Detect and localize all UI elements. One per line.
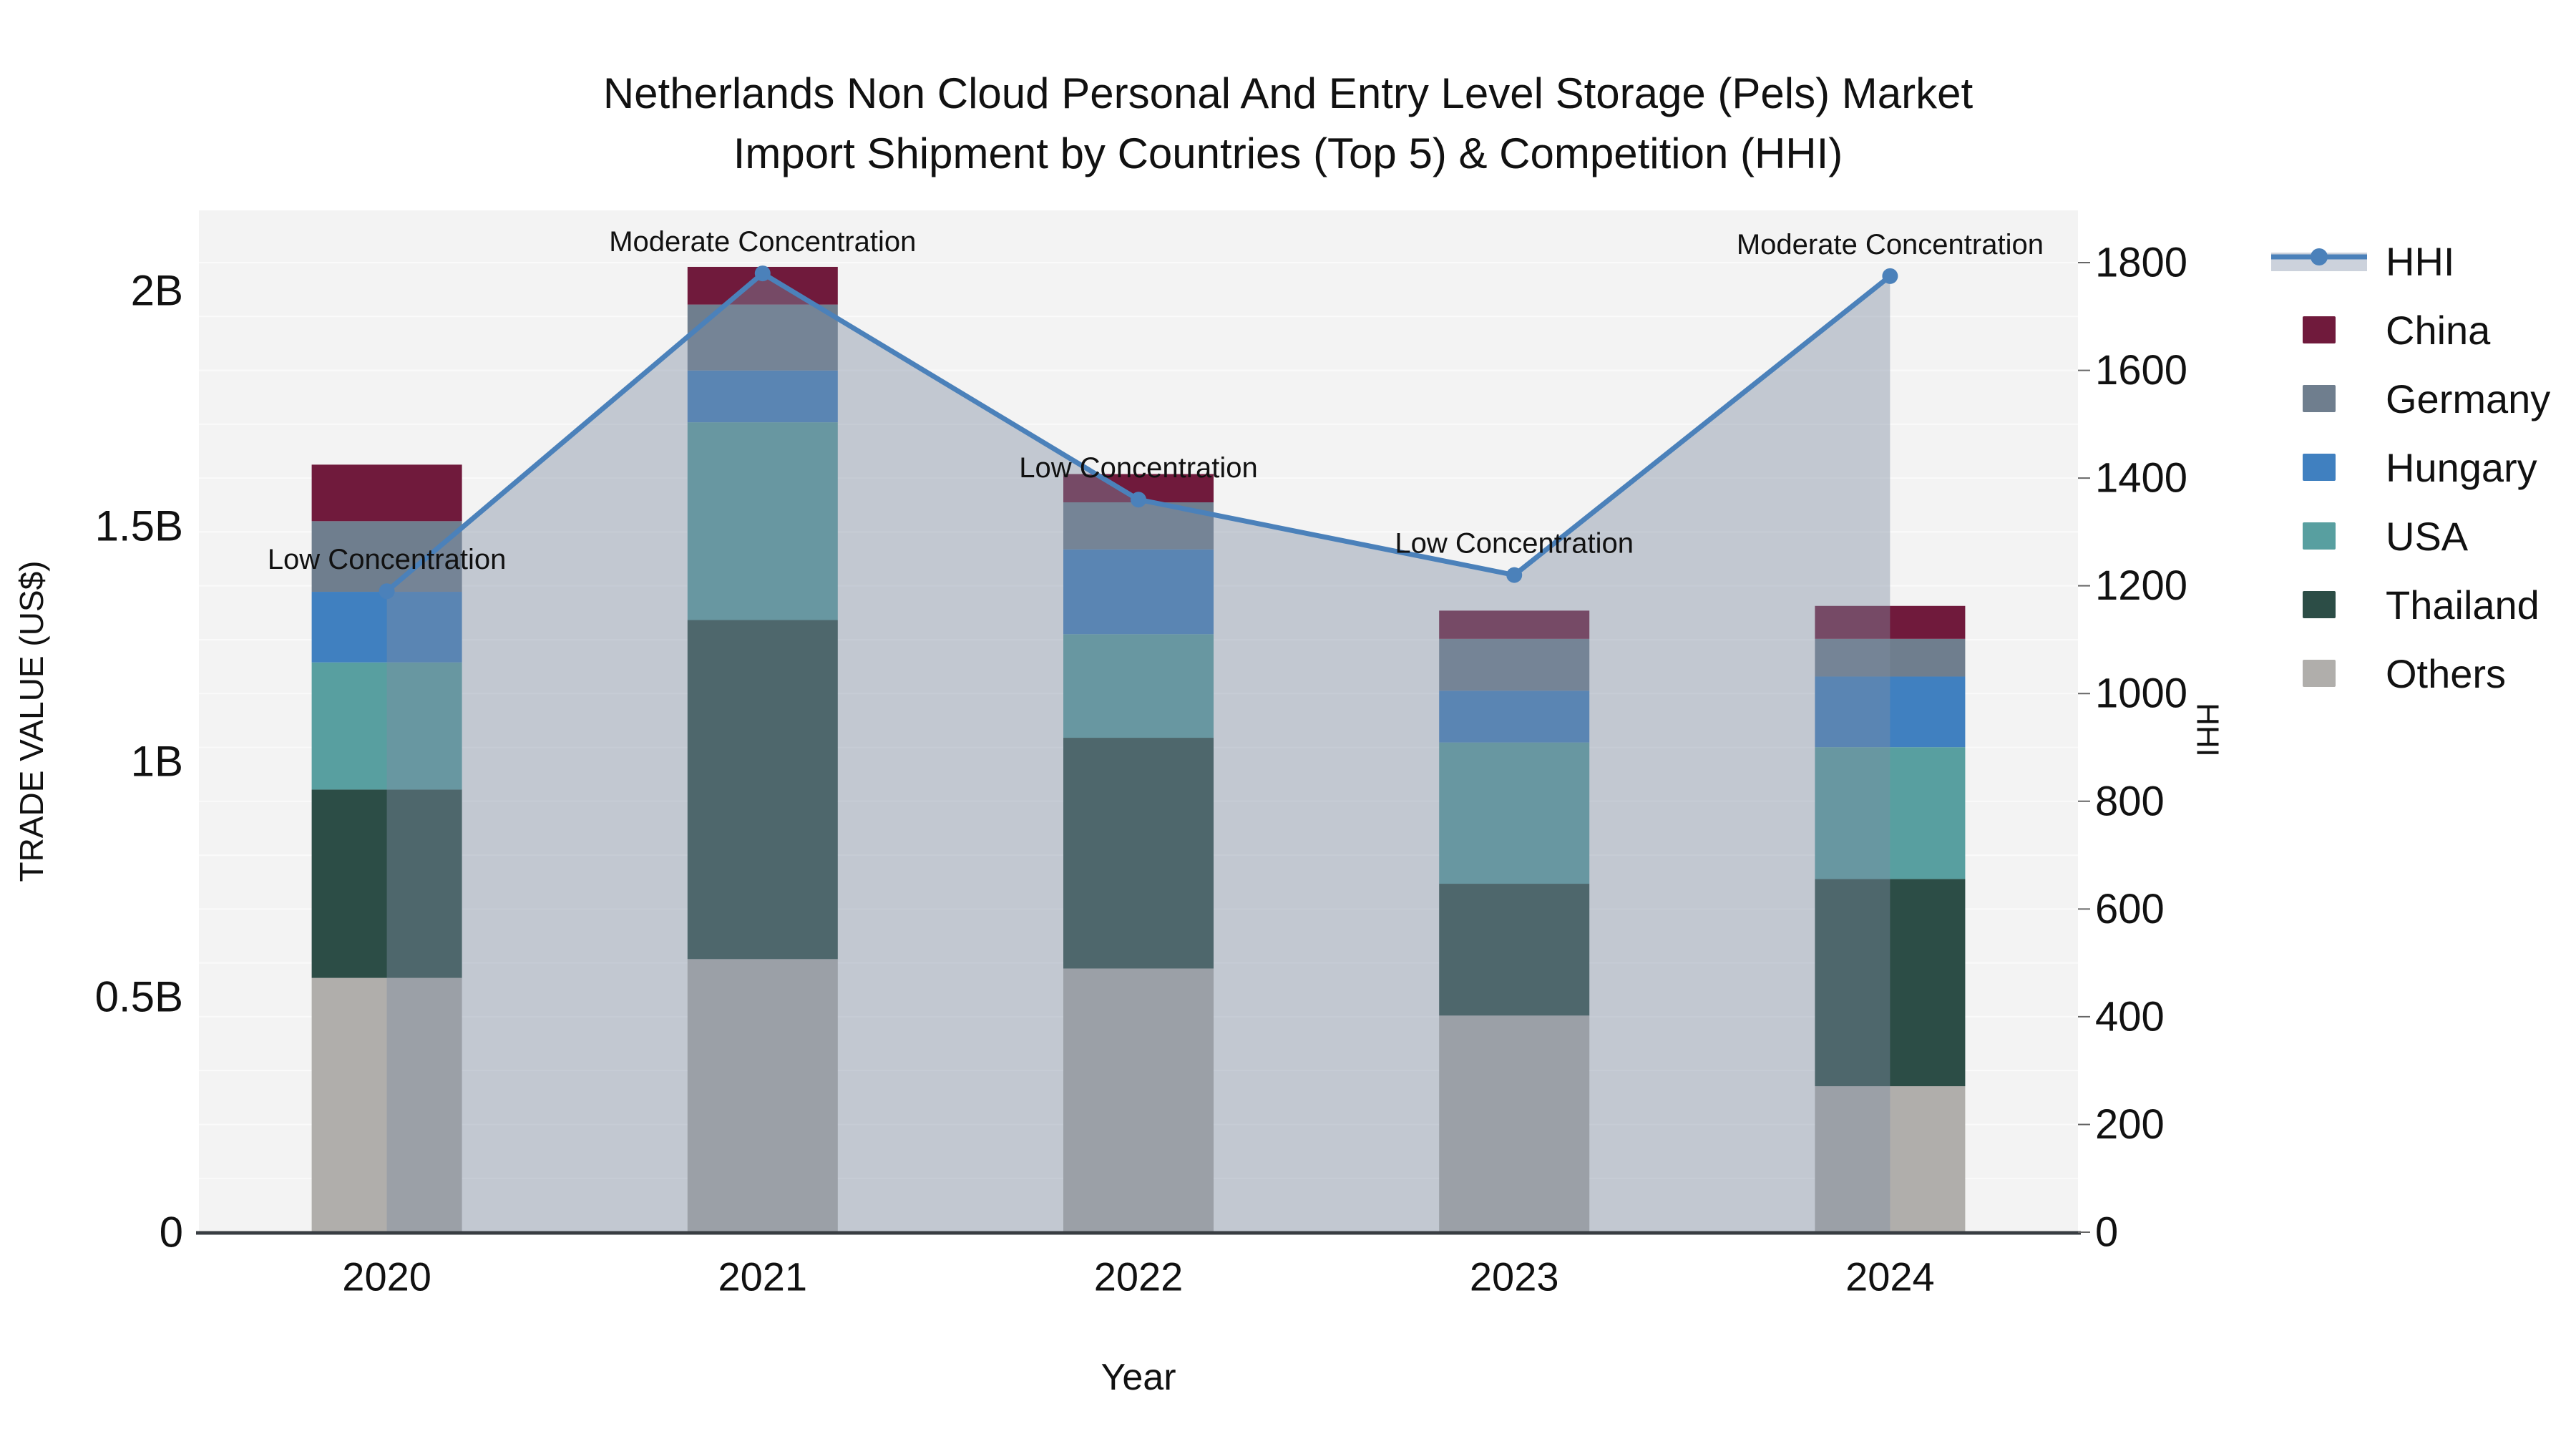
bar-segment-2021-usa[interactable] [687, 422, 838, 620]
bar-segment-2022-hungary[interactable] [1063, 549, 1214, 635]
chart-title-line2: Import Shipment by Countries (Top 5) & C… [733, 130, 1843, 177]
bar-segment-2023-usa[interactable] [1439, 742, 1590, 884]
annotation-2020: Low Concentration [268, 544, 507, 575]
annotation-2022: Low Concentration [1019, 452, 1258, 484]
hhi-area-fill [386, 273, 1890, 1233]
bar-segment-2020-germany[interactable] [311, 521, 462, 592]
legend-item-hhi[interactable]: HHI [2270, 227, 2550, 296]
y-left-tick-1B: 1B [131, 737, 183, 785]
y-right-tick-1400: 1400 [2095, 455, 2187, 502]
y-right-axis-title: HHI [2190, 703, 2225, 757]
y-left-tick-0.5B: 0.5B [95, 972, 183, 1020]
bar-segment-2022-usa[interactable] [1063, 634, 1214, 738]
y-right-tick-400: 400 [2095, 993, 2165, 1040]
bar-segment-2023-germany[interactable] [1439, 638, 1590, 691]
x-tick-2022: 2022 [1094, 1254, 1184, 1299]
legend-swatch-icon [2270, 522, 2368, 550]
x-axis-title: Year [1101, 1357, 1176, 1398]
x-tick-2020: 2020 [342, 1254, 431, 1299]
bar-segment-2024-germany[interactable] [1815, 638, 1966, 677]
bar-segment-2023-thailand[interactable] [1439, 884, 1590, 1016]
y-right-tick-1800: 1800 [2095, 240, 2187, 286]
y-right-tick-600: 600 [2095, 886, 2165, 932]
x-tick-2024: 2024 [1845, 1254, 1935, 1299]
y-left-tick-0: 0 [160, 1209, 183, 1257]
bar-segment-2024-thailand[interactable] [1815, 879, 1966, 1086]
bar-segment-2020-hungary[interactable] [311, 592, 462, 663]
x-tick-2023: 2023 [1470, 1254, 1559, 1299]
bar-segment-2024-others[interactable] [1815, 1086, 1966, 1232]
legend-label: HHI [2386, 238, 2455, 284]
bar-segment-2023-china[interactable] [1439, 610, 1590, 639]
bar-segment-2021-others[interactable] [687, 959, 838, 1232]
y-right-tick-200: 200 [2095, 1101, 2165, 1148]
bar-segment-2022-others[interactable] [1063, 968, 1214, 1232]
legend-item-china[interactable]: China [2270, 296, 2550, 364]
x-tick-2021: 2021 [718, 1254, 808, 1299]
hhi-point-2024[interactable] [1882, 268, 1898, 284]
y-right-tick-1600: 1600 [2095, 347, 2187, 394]
legend-label: Others [2386, 650, 2507, 696]
bar-segment-2024-usa[interactable] [1815, 747, 1966, 879]
bar-segment-2020-china[interactable] [311, 464, 462, 522]
y-left-axis-title: TRADE VALUE (US$) [13, 560, 50, 882]
annotation-2023: Low Concentration [1395, 528, 1634, 560]
hhi-point-2020[interactable] [379, 583, 395, 600]
annotation-2021: Moderate Concentration [609, 226, 916, 258]
bar-segment-2023-hungary[interactable] [1439, 691, 1590, 743]
y-right-tick-800: 800 [2095, 778, 2165, 824]
y-right-tick-1200: 1200 [2095, 562, 2187, 609]
bar-segment-2024-china[interactable] [1815, 605, 1966, 639]
y-left-tick-2B: 2B [131, 266, 183, 314]
bar-segment-2023-others[interactable] [1439, 1015, 1590, 1232]
legend-swatch-icon [2270, 454, 2368, 481]
hhi-point-2021[interactable] [754, 265, 771, 282]
legend-item-usa[interactable]: USA [2270, 502, 2550, 570]
hhi-point-2023[interactable] [1506, 567, 1523, 583]
legend-label: Germany [2386, 376, 2551, 421]
legend-item-germany[interactable]: Germany [2270, 364, 2550, 433]
y-right-tick-1000: 1000 [2095, 670, 2187, 717]
bar-segment-2021-hungary[interactable] [687, 370, 838, 423]
chart-title-line1: Netherlands Non Cloud Personal And Entry… [602, 69, 1974, 117]
legend-swatch-icon [2270, 385, 2368, 412]
bar-segment-2022-thailand[interactable] [1063, 738, 1214, 969]
legend-swatch-icon [2270, 660, 2368, 687]
y-left-tick-1.5B: 1.5B [95, 502, 183, 550]
legend-label: Hungary [2386, 444, 2537, 490]
legend-item-others[interactable]: Others [2270, 639, 2550, 708]
hhi-line-swatch-icon [2270, 247, 2368, 275]
bar-segment-2024-hungary[interactable] [1815, 676, 1966, 748]
bars [311, 266, 1966, 1232]
legend-item-thailand[interactable]: Thailand [2270, 570, 2550, 639]
legend-label: China [2386, 307, 2491, 353]
y-right-tick-0: 0 [2095, 1209, 2118, 1256]
hhi-point-2022[interactable] [1131, 492, 1146, 508]
bar-segment-2021-thailand[interactable] [687, 620, 838, 960]
legend-swatch-icon [2270, 316, 2368, 343]
bar-segment-2020-others[interactable] [311, 977, 462, 1232]
legend-label: USA [2386, 513, 2469, 559]
bar-segment-2020-thailand[interactable] [311, 789, 462, 978]
legend-label: Thailand [2386, 582, 2540, 628]
chart-legend: HHI China Germany Hungary USA Thailand Others [2270, 227, 2550, 708]
chart-title: Netherlands Non Cloud Personal And Entry… [603, 64, 1973, 184]
legend-item-hungary[interactable]: Hungary [2270, 433, 2550, 502]
legend-swatch-icon [2270, 591, 2368, 618]
bar-segment-2020-usa[interactable] [311, 662, 462, 790]
annotation-2024: Moderate Concentration [1737, 229, 2044, 260]
